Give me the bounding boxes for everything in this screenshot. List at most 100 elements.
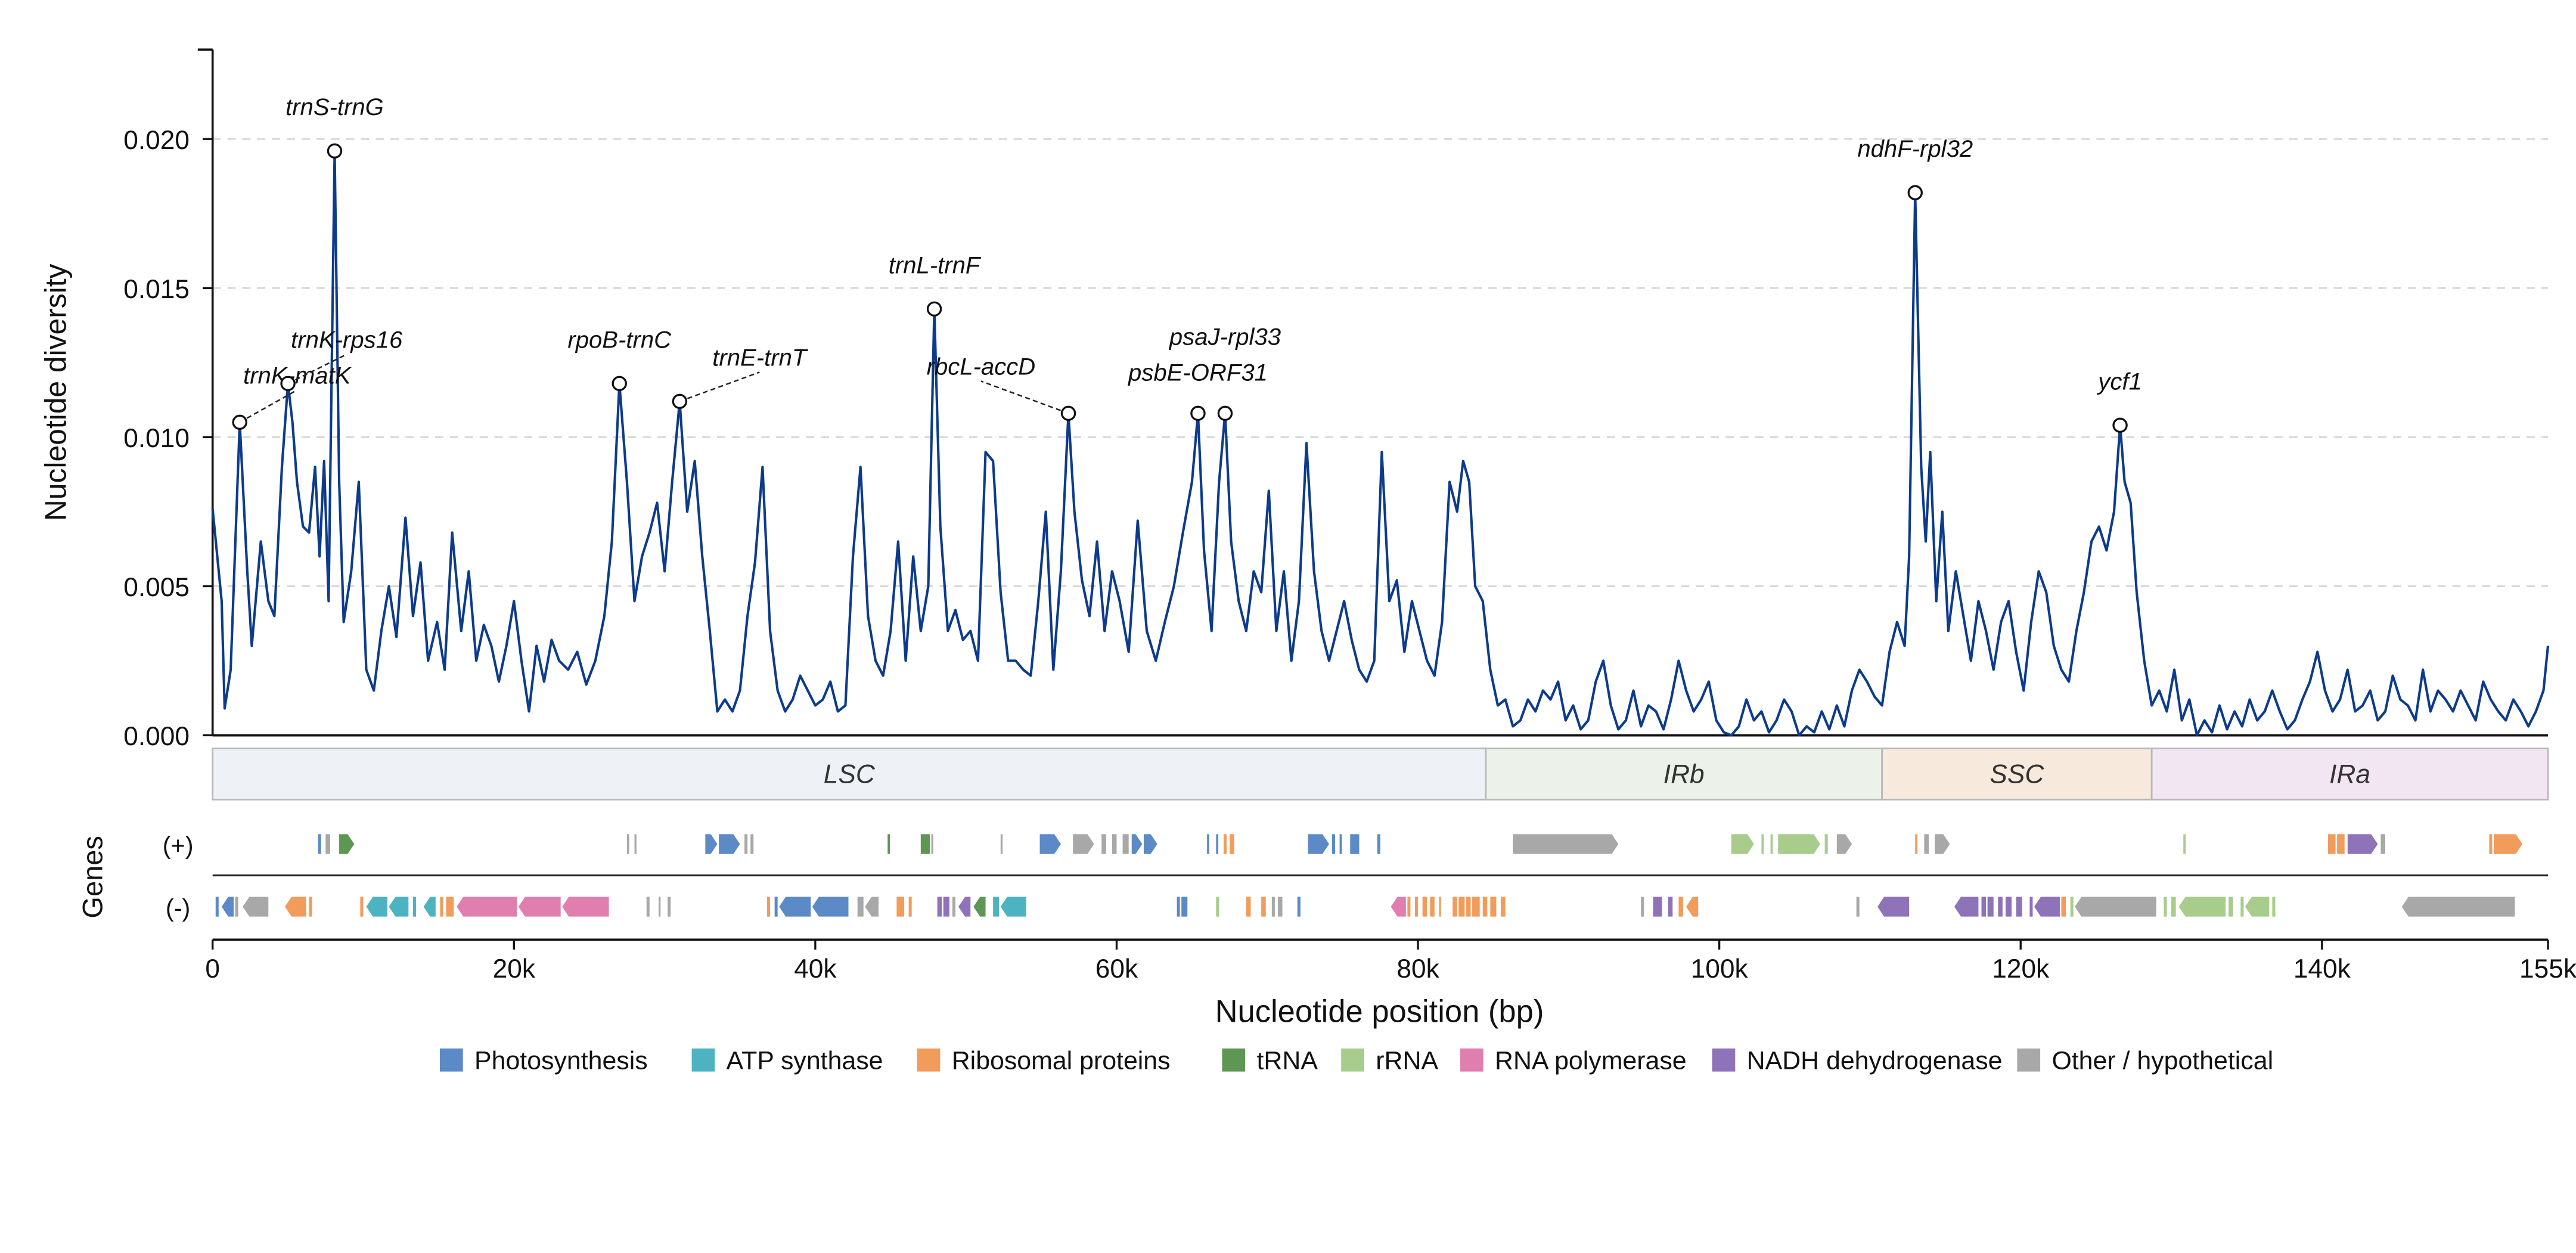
gene-feature: [2327, 834, 2336, 854]
gene-feature: [1271, 897, 1275, 917]
gene-feature: [774, 897, 778, 917]
gene-feature: [2005, 897, 2012, 917]
legend-swatch: [1460, 1048, 1483, 1072]
gene-feature: [865, 897, 879, 917]
x-tick-label: 100k: [1691, 954, 1749, 984]
gene-feature: [931, 834, 933, 854]
region-bar: LSC IRb SSC IRa: [212, 748, 2549, 801]
gene-feature: [1472, 897, 1480, 917]
peak-marker: [232, 414, 247, 430]
gene-feature: [2183, 834, 2186, 854]
gene-feature: [243, 897, 269, 917]
gene-feature: [2029, 897, 2033, 917]
gene-feature: [1482, 897, 1488, 917]
gene-feature: [750, 834, 754, 854]
gene-feature: [2164, 897, 2167, 917]
x-axis-label: Nucleotide position (bp): [1215, 994, 1544, 1029]
gene-feature: [1668, 897, 1673, 917]
gene-feature: [766, 897, 771, 917]
gene-feature: [1836, 834, 1852, 854]
gene-feature: [2016, 897, 2022, 917]
gene-feature: [440, 897, 443, 917]
gene-feature: [1143, 834, 1157, 854]
gene-feature: [309, 897, 312, 917]
legend-label: Ribosomal proteins: [952, 1046, 1171, 1075]
gene-feature: [1131, 834, 1143, 854]
x-tick-label: 60k: [1095, 954, 1138, 984]
gene-feature: [1339, 834, 1342, 854]
gene-feature: [1350, 834, 1360, 854]
peak-leader-line: [239, 389, 297, 423]
legend-label: NADH dehydrogenase: [1747, 1046, 2003, 1075]
gene-feature: [2337, 834, 2345, 854]
gene-feature: [646, 897, 650, 917]
region-block: [212, 748, 1487, 801]
gene-feature: [1513, 834, 1619, 854]
grid-lines: [212, 138, 2548, 587]
peak-marker: [2112, 417, 2128, 433]
diversity-series-line: [211, 150, 2550, 737]
gene-feature: [658, 897, 661, 917]
x-tick-label: 20k: [493, 954, 536, 984]
gene-feature: [1453, 897, 1457, 917]
gene-feature: [1230, 834, 1234, 854]
gene-feature: [423, 897, 436, 917]
gene-feature: [1216, 834, 1219, 854]
gene-feature: [744, 834, 748, 854]
peak-label: trnK-matK: [243, 362, 352, 389]
gene-feature: [920, 834, 930, 854]
gene-feature: [1177, 897, 1180, 917]
region-label: IRb: [1663, 760, 1705, 789]
gene-feature: [958, 897, 971, 917]
gene-feature: [1246, 897, 1251, 917]
legend-swatch: [691, 1048, 715, 1072]
diversity-line-layer: [211, 150, 2550, 737]
gene-feature: [1122, 834, 1129, 854]
peak-marker: [672, 393, 688, 410]
peak-leader-line: [980, 380, 1069, 414]
gene-feature: [2245, 897, 2270, 917]
gene-feature: [1824, 834, 1828, 854]
gene-feature: [943, 897, 949, 917]
peak-marker: [1217, 405, 1233, 421]
region-block: [1881, 748, 2153, 801]
gene-feature: [1915, 834, 1918, 854]
gene-feature: [1223, 834, 1227, 854]
peak-label: ycf1: [2096, 368, 2142, 395]
gene-feature: [1422, 897, 1427, 917]
gene-feature: [896, 897, 905, 917]
x-tick-label: 0: [205, 954, 220, 984]
gene-feature: [1261, 897, 1266, 917]
gene-feature: [1731, 834, 1754, 854]
gene-feature: [1678, 897, 1683, 917]
gene-feature: [446, 897, 454, 917]
x-tick-label: 40k: [794, 954, 837, 984]
gene-feature: [1377, 834, 1380, 854]
gene-feature: [1761, 834, 1764, 854]
gene-feature: [1466, 897, 1471, 917]
x-tick-label: 140k: [2293, 954, 2351, 984]
gene-feature: [668, 897, 671, 917]
legend-swatch: [1341, 1048, 1364, 1072]
gene-feature: [1501, 897, 1506, 917]
gene-feature: [2401, 897, 2515, 917]
genes-track-label: Genes: [76, 836, 108, 918]
gene-feature: [562, 897, 609, 917]
peak-label: trnS-trnG: [285, 94, 384, 120]
legend-label: Photosynthesis: [474, 1046, 648, 1075]
gene-feature: [857, 897, 864, 917]
peak-label: rbcL-accD: [927, 353, 1036, 380]
gene-feature: [2178, 897, 2226, 917]
gene-feature: [318, 834, 321, 854]
gene-feature: [1877, 897, 1910, 917]
gene-feature: [634, 834, 637, 854]
peak-label: trnK-rps16: [291, 327, 403, 353]
gene-feature: [366, 897, 387, 917]
peak-marker: [1907, 185, 1923, 200]
legend-swatch: [1712, 1048, 1736, 1072]
gene-feature: [2075, 897, 2156, 917]
gene-feature: [2272, 897, 2276, 917]
gene-feature: [1778, 834, 1821, 854]
gene-feature: [626, 834, 629, 854]
